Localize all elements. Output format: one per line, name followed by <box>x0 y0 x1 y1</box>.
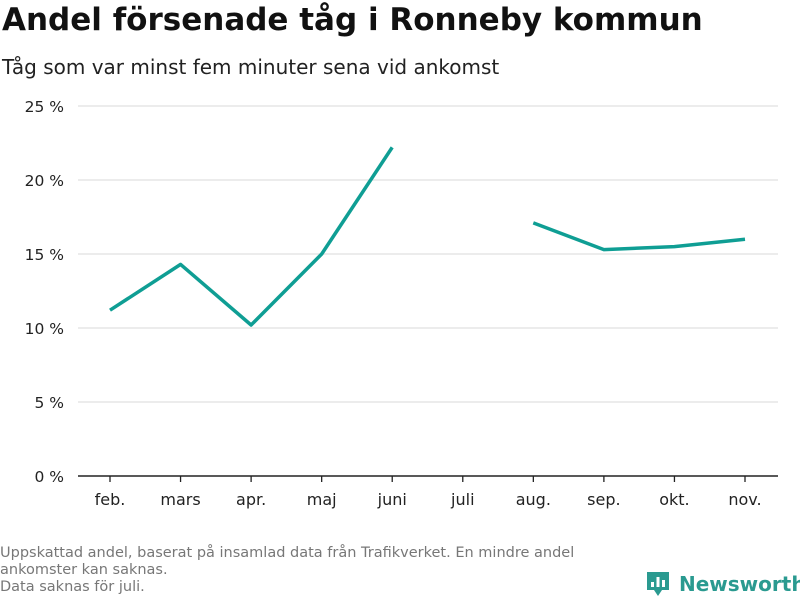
x-tick-label: maj <box>307 490 337 509</box>
y-tick-label: 25 % <box>25 98 64 116</box>
newsworthy-logo-icon <box>647 572 669 596</box>
x-tick-label: feb. <box>95 490 126 509</box>
chart-title: Andel försenade tåg i Ronneby kommun <box>2 2 703 38</box>
line-chart: 0 % 5 % 10 % 15 % 20 % 25 % feb. mars apr. maj ju… <box>25 98 778 509</box>
footnote-line-3: Data saknas för juli. <box>0 579 145 595</box>
footnote-line-1: Uppskattad andel, baserat på insamlad da… <box>0 545 575 561</box>
brand-name: Newsworthy <box>679 572 800 596</box>
x-tick-label: juni <box>377 490 407 509</box>
gridlines <box>78 105 778 403</box>
footnote: Uppskattad andel, baserat på insamlad da… <box>0 545 630 596</box>
y-tick-label: 20 % <box>25 172 64 190</box>
y-tick-label: 10 % <box>25 320 64 338</box>
x-tick-label: nov. <box>728 490 761 509</box>
y-tick-label: 5 % <box>34 394 64 412</box>
x-tick-label: sep. <box>587 490 620 509</box>
x-axis-tick-labels: feb. mars apr. maj juni juli aug. sep. okt. nov. <box>95 476 762 509</box>
y-tick-label: 0 % <box>34 468 64 486</box>
chart-subtitle: Tåg som var minst fem minuter sena vid a… <box>2 55 500 79</box>
x-tick-label: aug. <box>516 490 551 509</box>
x-tick-label: apr. <box>236 490 266 509</box>
x-tick-label: juli <box>450 490 474 509</box>
y-tick-label: 15 % <box>25 246 64 264</box>
x-tick-label: mars <box>160 490 200 509</box>
series-line-segment <box>109 146 394 327</box>
newsworthy-logo: Newsworthy <box>645 570 800 598</box>
series-line-segment <box>532 221 746 252</box>
footnote-line-2: ankomster kan saknas. <box>0 562 168 578</box>
y-axis-tick-labels: 0 % 5 % 10 % 15 % 20 % 25 % <box>25 98 64 486</box>
x-tick-label: okt. <box>659 490 689 509</box>
series-lines <box>109 146 746 327</box>
